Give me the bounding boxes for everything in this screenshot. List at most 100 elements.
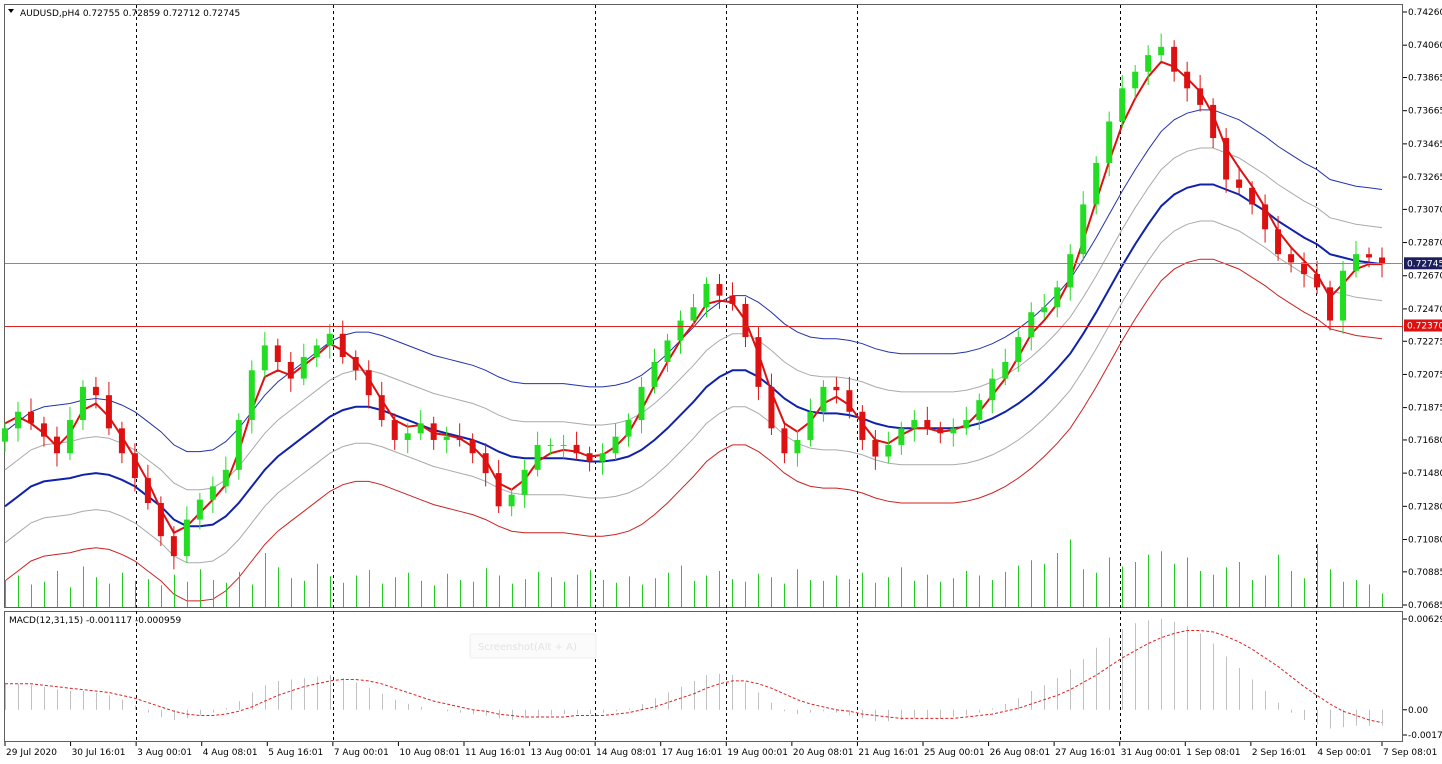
price-tick-label: 0.71480: [1408, 469, 1442, 479]
level-price-label-bg: [1404, 319, 1442, 332]
time-tick-label: 13 Aug 00:01: [531, 748, 592, 758]
time-tick-label: 19 Aug 00:01: [727, 748, 788, 758]
candle-body: [963, 420, 970, 429]
candle-body: [1119, 88, 1126, 122]
candle-body: [131, 453, 138, 479]
candle-body: [1093, 162, 1100, 205]
candle-body: [560, 444, 567, 446]
candle-body: [1327, 287, 1334, 321]
candle-body: [326, 333, 333, 346]
candle-body: [599, 453, 606, 462]
price-tick-label: 0.70685: [1408, 601, 1442, 611]
candle-body: [1028, 312, 1035, 338]
candle-body: [430, 423, 437, 440]
price-tick-label: 0.73665: [1408, 107, 1442, 117]
candle-body: [768, 386, 775, 429]
current-price-label: 0.72745: [1407, 259, 1442, 269]
price-tick-label: 0.74260: [1408, 8, 1442, 18]
price-tick-label: 0.71875: [1408, 404, 1442, 414]
candle-body: [911, 420, 918, 429]
time-tick-label: 21 Aug 16:01: [858, 748, 919, 758]
time-tick-label: 4 Sep 00:01: [1317, 748, 1371, 758]
price-tick-label: 0.72870: [1408, 239, 1442, 249]
candle-body: [586, 453, 593, 462]
main-panel-frame: [4, 4, 1403, 608]
candle-body: [1288, 254, 1295, 263]
candle-body: [1366, 254, 1373, 258]
time-tick-label: 30 Jul 16:01: [72, 748, 126, 758]
candle-body: [508, 494, 515, 507]
time-tick-label: 27 Aug 16:01: [1055, 748, 1116, 758]
price-tick-label: 0.73070: [1408, 205, 1442, 215]
candle-body: [1080, 204, 1087, 255]
horizontal-levels[interactable]: [5, 263, 1403, 327]
candle-body: [235, 420, 242, 470]
candle-body: [703, 284, 710, 308]
candle-body: [872, 439, 879, 457]
candle-body: [794, 439, 801, 454]
price-tick-label: 0.71280: [1408, 502, 1442, 512]
candle-body: [222, 469, 229, 487]
candle-body: [14, 411, 21, 429]
candle-body: [352, 357, 359, 371]
candle-body: [950, 428, 957, 434]
candle-body: [547, 444, 554, 446]
triangle-down-icon[interactable]: [8, 9, 14, 13]
current-price-label-bg: [1404, 257, 1442, 270]
price-tick-label: 0.72075: [1408, 370, 1442, 380]
candle-body: [833, 386, 840, 391]
candle-body: [1197, 88, 1204, 105]
time-tick-label: 4 Aug 08:01: [203, 748, 258, 758]
time-tick-label: 2 Sep 16:01: [1252, 748, 1306, 758]
candle-body: [1262, 204, 1269, 230]
candle-body: [1236, 179, 1243, 188]
candle-body: [755, 337, 762, 387]
screenshot-watermark: Screenshot(Alt + A): [469, 633, 597, 659]
candle-body: [443, 436, 450, 440]
candle-body: [729, 295, 736, 304]
ma-mid-line: [4, 183, 1383, 528]
time-tick-label: 3 Aug 00:01: [137, 748, 192, 758]
candle-body: [274, 345, 281, 362]
candle-body: [27, 411, 34, 424]
candle-body: [170, 536, 177, 557]
candle-body: [885, 444, 892, 457]
candle-body: [313, 345, 320, 358]
time-tick-label: 26 Aug 08:01: [990, 748, 1051, 758]
candle-body: [378, 395, 385, 421]
candle-body: [898, 428, 905, 445]
lower-band-line: [4, 258, 1383, 602]
candle-body: [820, 386, 827, 412]
candle-body: [1002, 361, 1009, 379]
candle-body: [846, 390, 853, 412]
candle-body: [989, 378, 996, 401]
upper-band-line: [4, 109, 1383, 453]
time-tick-label: 17 Aug 16:01: [662, 748, 723, 758]
time-tick-label: 14 Aug 08:01: [596, 748, 657, 758]
candle-body: [469, 439, 476, 454]
candle-body: [196, 499, 203, 520]
candle-body: [573, 444, 580, 454]
macd-signal-line: [5, 630, 1383, 724]
candle-body: [638, 386, 645, 421]
price-tick-label: 0.73865: [1408, 74, 1442, 84]
candle-body: [105, 395, 112, 429]
watermark-text: Screenshot(Alt + A): [478, 642, 577, 653]
candle-body: [261, 345, 268, 371]
candle-body: [1275, 229, 1282, 255]
macd-header: MACD(12,31,15) -0.001117 -0.000959: [9, 616, 181, 626]
macd-indicator: [5, 618, 1383, 729]
candle-body: [1054, 287, 1061, 308]
candle-body: [1041, 307, 1048, 313]
candle-body: [807, 411, 814, 440]
candle-body: [300, 357, 307, 379]
candle-body: [690, 307, 697, 321]
candle-body: [534, 444, 541, 470]
candle-body: [144, 478, 151, 503]
candle-body: [157, 502, 164, 537]
candle-body: [1158, 46, 1165, 56]
price-axis: 0.74260 0.74060 0.73865 0.73665 0.73465 0.732…: [1403, 8, 1442, 611]
candle-body: [66, 420, 73, 454]
